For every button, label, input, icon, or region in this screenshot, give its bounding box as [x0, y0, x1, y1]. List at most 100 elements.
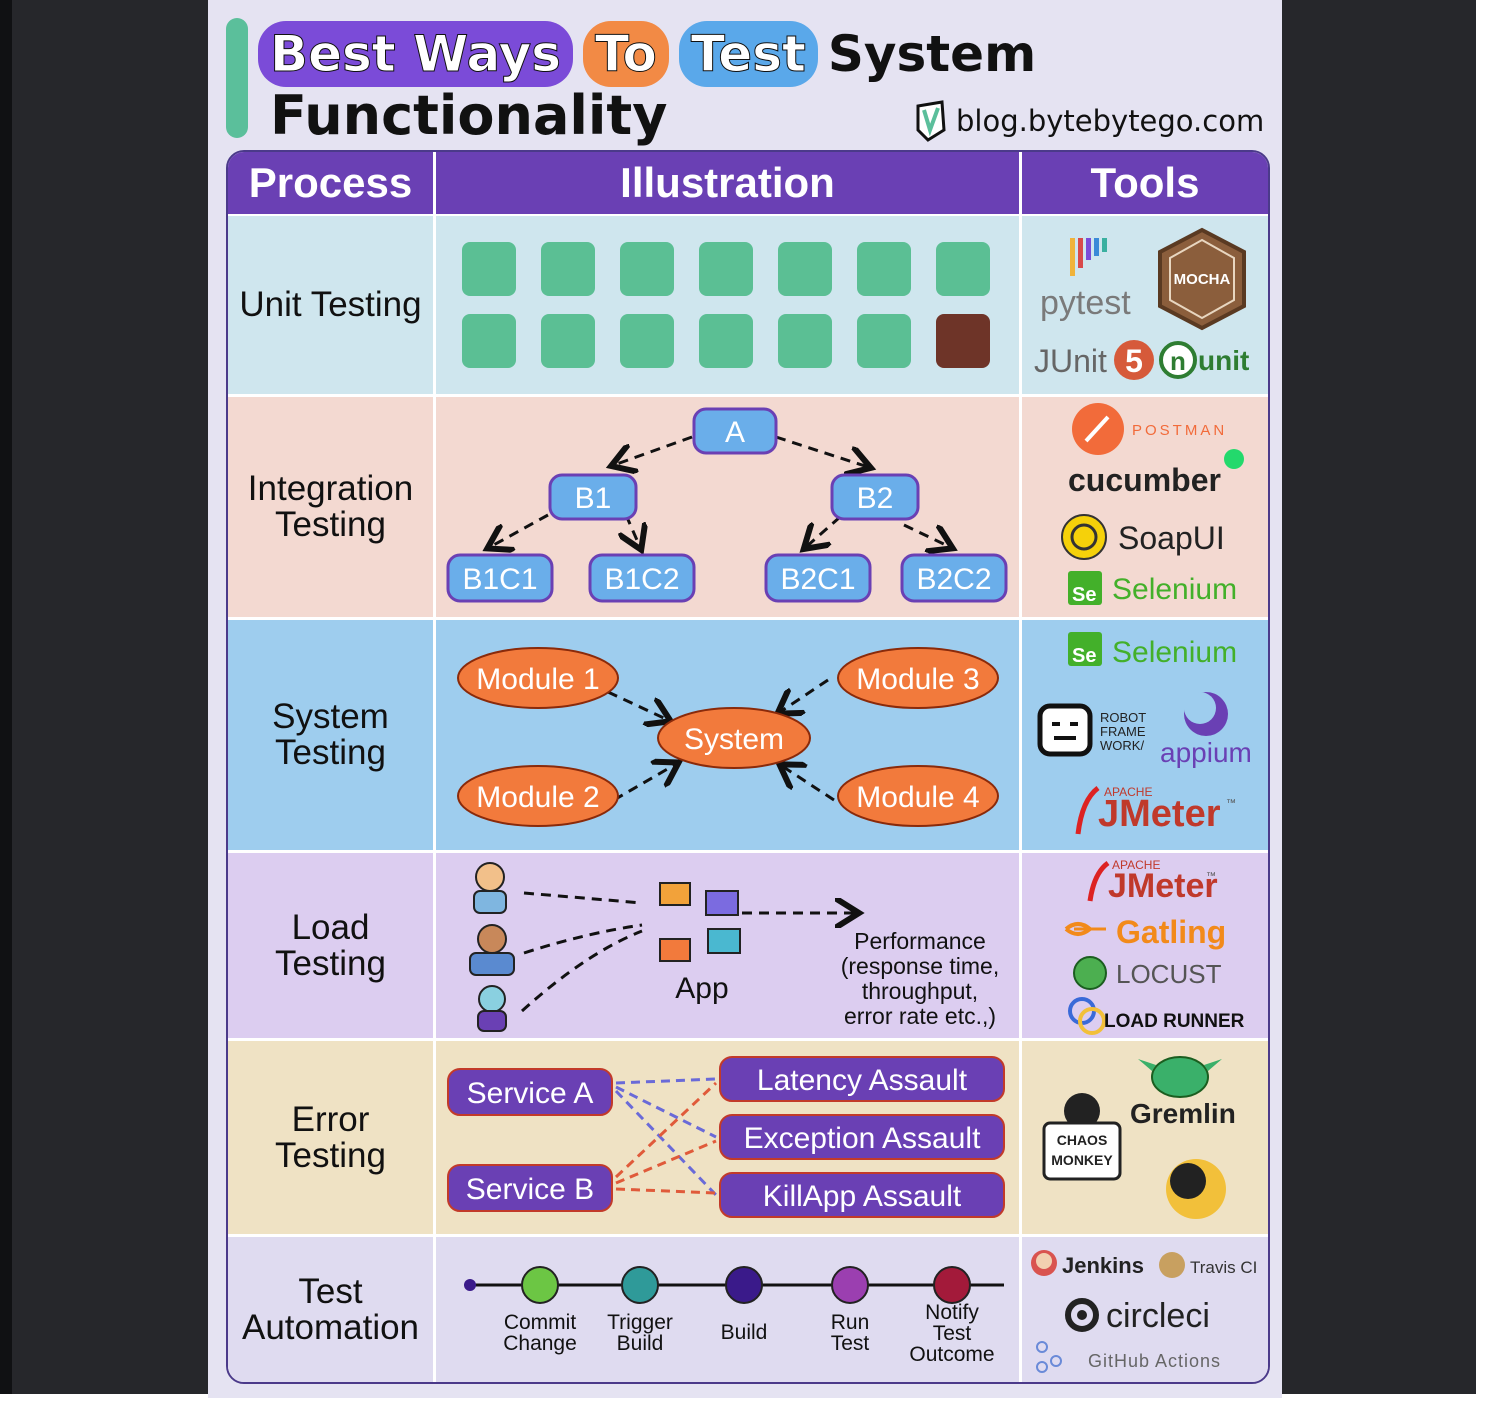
- gremlin-label: Gremlin: [1130, 1098, 1236, 1129]
- svg-text:Module 2: Module 2: [476, 781, 599, 814]
- passed-test-box: [699, 242, 753, 296]
- process-system-line2: Testing: [275, 733, 386, 772]
- process-load-line1: Load: [291, 907, 370, 947]
- selenium-logo-icon: [1068, 571, 1102, 605]
- node-b2c2: B2C2: [900, 553, 1008, 603]
- performance-text-line: throughput,: [862, 978, 978, 1004]
- process-integration-testing: Integration Testing: [228, 397, 436, 617]
- jmeter-tm: ™: [1226, 798, 1236, 809]
- tools-test-automation: Jenkins Travis CI circleci GitHub Action…: [1022, 1237, 1268, 1382]
- passed-test-box: [462, 242, 516, 296]
- title-accent-bar: [226, 18, 248, 138]
- passed-test-box: [620, 242, 674, 296]
- selenium-se: Se: [1072, 645, 1096, 667]
- passed-test-box: [857, 242, 911, 296]
- app-icon: [659, 882, 741, 962]
- process-error-testing: Error Testing: [228, 1041, 436, 1234]
- soapui-label: SoapUI: [1118, 520, 1225, 556]
- tools-integration-testing: POSTMAN cucumber SoapUI Se Selenium: [1022, 397, 1268, 617]
- selenium-logo-icon: [1068, 632, 1102, 666]
- title-line-1: Best Ways To Test System: [258, 16, 1036, 92]
- svg-text:Change: Change: [503, 1332, 577, 1355]
- module-1: Module 1: [457, 647, 619, 709]
- svg-text:Build: Build: [617, 1332, 664, 1355]
- app-label: App: [675, 972, 728, 1005]
- process-load-line2: Testing: [275, 943, 386, 983]
- selenium-label: Selenium: [1112, 573, 1237, 606]
- module-2: Module 2: [457, 765, 619, 827]
- user-avatar-icon: [473, 862, 507, 914]
- nunit-n: n: [1170, 346, 1186, 376]
- circleci-label: circleci: [1106, 1297, 1210, 1335]
- pipeline-step: Build: [721, 1266, 767, 1344]
- locust-logo-icon: [1073, 956, 1107, 990]
- chaos-monkey-logo-icon: [1042, 1093, 1122, 1181]
- title-word-best-ways: Best Ways: [258, 21, 574, 87]
- cucumber-logo-icon: [1224, 449, 1244, 469]
- passed-test-box: [541, 314, 595, 368]
- appium-label: appium: [1160, 737, 1252, 768]
- process-error-line2: Testing: [275, 1135, 386, 1175]
- tools-system-testing: Se Selenium ROBOT FRAME WORK/ appium APA…: [1022, 620, 1268, 850]
- node-b1c2: B1C2: [588, 553, 696, 603]
- github-actions-label: GitHub Actions: [1088, 1351, 1221, 1371]
- svg-text:Service A: Service A: [467, 1077, 594, 1110]
- system-tools-logos: Se Selenium ROBOT FRAME WORK/ appium APA…: [1037, 632, 1252, 835]
- error-tools-logos: Gremlin CHAOS MONKEY: [1042, 1056, 1236, 1219]
- junit5-icon: [1114, 340, 1154, 380]
- row-error-testing: Error Testing Service A Service B Latency A…: [228, 1041, 1268, 1237]
- gatling-label: Gatling: [1116, 914, 1226, 950]
- failed-test-box: [936, 314, 990, 368]
- locust-label: LOCUST: [1116, 959, 1222, 989]
- comparison-table: Process Illustration Tools Unit Testing: [226, 150, 1270, 1384]
- svg-text:B2: B2: [857, 482, 894, 515]
- svg-text:Test: Test: [933, 1322, 972, 1345]
- unit-tools-logos: pytest MOCHA JUnit 5 n unit: [1034, 227, 1249, 380]
- process-system-line1: System: [272, 697, 389, 736]
- passed-test-box: [462, 314, 516, 368]
- pytest-label: pytest: [1040, 284, 1131, 322]
- blog-url: blog.bytebytego.com: [956, 104, 1265, 138]
- github-actions-logo-icon: [1036, 1341, 1062, 1373]
- node-b1: B1: [548, 473, 638, 521]
- chaos-label-2: MONKEY: [1051, 1152, 1113, 1168]
- robot-label-3: WORK/: [1100, 738, 1144, 753]
- blog-link[interactable]: blog.bytebytego.com: [914, 100, 1264, 142]
- junit5-number: 5: [1125, 343, 1143, 379]
- jmeter-feather-icon: [1087, 860, 1110, 902]
- performance-text-line: error rate etc.,): [844, 1003, 996, 1029]
- latency-assault: Latency Assault: [719, 1056, 1005, 1102]
- passed-test-box: [857, 314, 911, 368]
- svg-text:Notify: Notify: [925, 1301, 979, 1324]
- row-test-automation: Test Automation Commit Change Trigger Build B…: [228, 1237, 1268, 1382]
- row-system-testing: System Testing Module 1 Module 3 Module 2 Mo…: [228, 620, 1268, 853]
- jmeter-label: JMeter: [1108, 867, 1218, 905]
- illustration-unit-testing: [436, 216, 1022, 394]
- svg-text:Service B: Service B: [466, 1173, 594, 1206]
- monkey-logo-icon: [1166, 1159, 1226, 1219]
- junit-label: JUnit: [1034, 343, 1107, 379]
- svg-text:Trigger: Trigger: [607, 1311, 673, 1334]
- bottom-edge: [0, 1394, 1488, 1404]
- nunit-icon: [1159, 341, 1197, 379]
- module-4: Module 4: [837, 765, 999, 827]
- user-avatar-icon: [477, 985, 507, 1032]
- svg-text:KillApp Assault: KillApp Assault: [763, 1180, 962, 1213]
- passed-test-box: [620, 314, 674, 368]
- jenkins-label: Jenkins: [1062, 1253, 1144, 1278]
- jmeter-apache: APACHE: [1104, 785, 1152, 799]
- mocha-label: MOCHA: [1174, 271, 1231, 288]
- node-b2c1: B2C1: [764, 553, 872, 603]
- robot-framework-logo-icon: [1037, 703, 1093, 757]
- postman-label: POSTMAN: [1132, 422, 1227, 439]
- process-system-testing: System Testing: [228, 620, 436, 850]
- bytebytego-logo-icon: [916, 100, 946, 142]
- svg-text:Test: Test: [831, 1332, 870, 1355]
- load-tools-logos: APACHE JMeter ™ Gatling LOCUST LOAD RUNN…: [1064, 858, 1245, 1035]
- passed-test-box: [936, 242, 990, 296]
- automation-tools-logos: Jenkins Travis CI circleci GitHub Action…: [1031, 1250, 1257, 1373]
